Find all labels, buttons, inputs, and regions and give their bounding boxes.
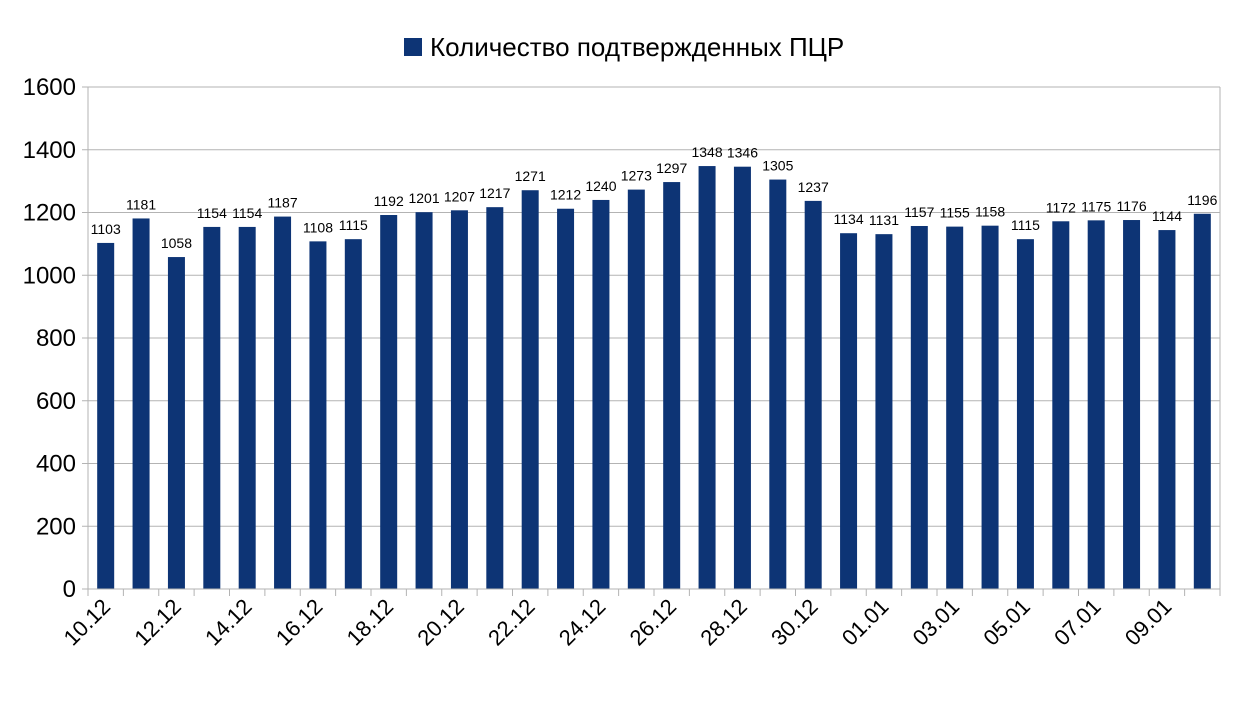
data-label: 1217: [479, 185, 510, 201]
data-label: 1144: [1152, 208, 1182, 224]
x-tick-label: 20.12: [412, 594, 469, 651]
bar: [344, 239, 362, 589]
bar: [521, 190, 539, 589]
x-tick-label: 12.12: [129, 594, 186, 651]
bar: [557, 208, 575, 590]
y-axis: 0 200 400 600 800 1000 1200 1400 1600: [23, 74, 1221, 603]
bar: [380, 215, 398, 589]
data-label: 1115: [1011, 217, 1040, 233]
bar: [274, 216, 292, 590]
data-label: 1157: [904, 204, 934, 220]
data-label: 1273: [621, 168, 652, 184]
x-tick-label: 30.12: [766, 594, 823, 651]
data-label: 1237: [798, 179, 829, 195]
data-label: 1212: [550, 187, 581, 203]
y-tick-label: 1600: [23, 74, 76, 101]
y-tick-label: 1400: [23, 137, 76, 164]
bar: [592, 199, 610, 589]
data-label: 1201: [408, 190, 439, 206]
x-tick-label: 18.12: [342, 594, 399, 651]
x-tick-label: 05.01: [978, 594, 1035, 651]
x-tick-label: 22.12: [483, 594, 540, 651]
bar: [627, 189, 645, 589]
data-label: 1175: [1081, 198, 1111, 214]
data-label: 1346: [727, 145, 758, 161]
data-label: 1271: [515, 168, 546, 184]
bar: [1087, 220, 1105, 589]
bar: [309, 241, 327, 590]
x-tick-label: 07.01: [1049, 594, 1106, 651]
bars: [97, 166, 1211, 590]
y-tick-label: 400: [36, 451, 76, 478]
y-tick-label: 1000: [23, 262, 76, 289]
y-tick-label: 1200: [23, 200, 76, 227]
bar: [663, 182, 681, 589]
bar: [733, 166, 751, 589]
data-label: 1154: [197, 205, 227, 221]
bar: [97, 242, 115, 589]
data-label: 1158: [975, 204, 1005, 220]
x-tick-label: 01.01: [837, 594, 894, 651]
bar: [698, 166, 716, 589]
y-tick-label: 200: [36, 513, 76, 540]
bar: [875, 234, 893, 589]
data-label: 1131: [869, 212, 899, 228]
data-label: 1348: [691, 144, 722, 160]
bar: [804, 200, 822, 590]
data-label: 1176: [1117, 198, 1147, 214]
bar: [238, 226, 256, 589]
data-label: 1115: [339, 217, 368, 233]
y-tick-label: 0: [63, 576, 76, 603]
x-tick-label: 26.12: [625, 594, 682, 651]
legend-swatch: [404, 38, 422, 56]
bar: [910, 225, 928, 589]
legend: Количество подтвержденных ПЦР: [404, 32, 844, 62]
data-label: 1108: [303, 219, 333, 235]
bar: [1016, 239, 1034, 589]
bar: [946, 226, 964, 589]
legend-label: Количество подтвержденных ПЦР: [430, 32, 844, 62]
bar: [769, 179, 787, 589]
data-label: 1240: [585, 178, 616, 194]
bar: [486, 207, 504, 589]
bar: [167, 257, 185, 589]
data-label: 1207: [444, 188, 475, 204]
data-label: 1297: [656, 160, 687, 176]
data-label: 1305: [762, 158, 793, 174]
bar: [1123, 220, 1141, 589]
x-tick-label: 09.01: [1120, 594, 1177, 651]
x-tick-label: 14.12: [200, 594, 257, 651]
data-label: 1181: [126, 196, 156, 212]
bar: [1052, 221, 1070, 589]
x-tick-label: 16.12: [271, 594, 328, 651]
data-labels: 1103 1181 1058 1154 1154 1187 1108 1115 1192 1201…: [91, 144, 1218, 251]
data-label: 1154: [232, 205, 262, 221]
y-tick-label: 600: [36, 388, 76, 415]
grid-lines: [88, 86, 1220, 590]
data-label: 1196: [1187, 192, 1217, 208]
x-tick-label: 03.01: [908, 594, 965, 651]
y-tick-label: 800: [36, 325, 76, 352]
bar: [450, 210, 468, 589]
bar: [203, 226, 221, 589]
data-label: 1172: [1046, 199, 1076, 215]
bar: [840, 233, 858, 589]
bar: [132, 218, 150, 589]
data-label: 1058: [161, 235, 192, 251]
data-label: 1187: [268, 195, 298, 211]
data-label: 1155: [940, 205, 970, 221]
x-tick-label: 24.12: [554, 594, 611, 651]
data-label: 1103: [91, 221, 121, 237]
bar: [981, 225, 999, 590]
data-label: 1192: [374, 193, 404, 209]
x-tick-label: 28.12: [695, 594, 752, 651]
bar: [1158, 230, 1176, 589]
bar: [1193, 213, 1211, 589]
data-label: 1134: [834, 211, 864, 227]
bar: [415, 212, 433, 589]
x-axis: 10.12 12.12 14.12 16.12 18.12 20.12 22.12 24.12…: [59, 588, 1221, 651]
